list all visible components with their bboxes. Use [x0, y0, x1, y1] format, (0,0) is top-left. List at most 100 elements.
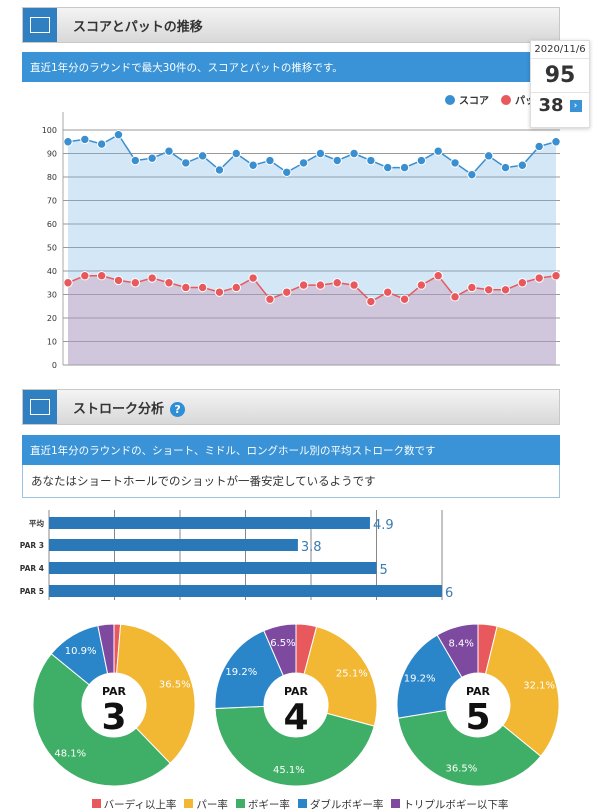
putt-point — [315, 280, 326, 290]
score-point — [399, 162, 410, 173]
section-title: スコアとパットの推移 — [73, 19, 203, 35]
putt-point — [147, 273, 157, 283]
bar-value-label: 5 — [380, 563, 388, 578]
legend-score[interactable]: スコア — [445, 92, 489, 107]
pie-slice — [97, 623, 115, 675]
bar — [49, 585, 442, 597]
bar — [49, 539, 298, 551]
y-tick-label: 50 — [47, 244, 57, 253]
putt-point — [113, 275, 124, 286]
score-point — [231, 148, 241, 159]
pie-slice — [32, 653, 171, 787]
putt-point — [130, 278, 141, 288]
score-point — [500, 162, 511, 173]
y-tick-label: 60 — [47, 220, 57, 229]
pie-slice — [397, 709, 542, 787]
pie-slice — [263, 623, 297, 677]
series-area-0 — [68, 134, 556, 365]
score-point — [315, 148, 326, 159]
tooltip-score: 95 — [531, 59, 589, 93]
putt-point — [500, 285, 511, 295]
pie-slice-label: 25.1% — [336, 669, 368, 680]
score-point — [265, 155, 275, 166]
score-point — [282, 167, 292, 178]
legend-par[interactable]: パー率 — [184, 797, 228, 812]
pie-slice-label: 32.1% — [523, 680, 555, 691]
pie-slice — [303, 626, 378, 727]
legend-birdie[interactable]: バーディ以上率 — [91, 797, 176, 812]
pie-slice-label: 19.2% — [225, 667, 257, 678]
score-point — [63, 137, 73, 147]
pie-center-number: 5 — [465, 697, 490, 738]
bar-value-label: 3.8 — [301, 540, 322, 555]
putt-point — [164, 278, 174, 288]
y-tick-label: 100 — [42, 126, 57, 135]
section-header-score-trend: スコアとパットの推移 — [22, 7, 560, 43]
chart-tooltip: 2020/11/6 95 38 › — [530, 40, 590, 128]
bar-category-label: PAR 4 — [20, 564, 44, 573]
score-point — [517, 160, 528, 170]
putt-point — [450, 292, 460, 302]
bar-category-label: PAR 5 — [20, 587, 44, 596]
putt-point — [231, 282, 241, 293]
pie-center-number: 4 — [283, 697, 308, 738]
pie-slice-label: 48.1% — [54, 748, 86, 759]
pie-center-par: PAR — [284, 685, 309, 698]
putt-point — [181, 282, 191, 293]
pie-slice — [484, 625, 560, 757]
score-point — [147, 153, 157, 163]
putt-point — [332, 278, 342, 288]
putt-point — [517, 278, 528, 288]
putt-point — [96, 271, 107, 281]
bar — [49, 517, 370, 529]
section-header-stroke-analysis: ストローク分析? — [22, 389, 560, 425]
putt-point — [63, 278, 73, 288]
putt-point — [214, 287, 225, 297]
putt-point — [534, 273, 544, 283]
putt-point — [483, 285, 494, 295]
score-point — [366, 155, 376, 166]
putt-point — [383, 287, 393, 297]
pie-slice — [116, 623, 196, 765]
putt-point — [282, 287, 292, 297]
putt-point — [551, 271, 561, 281]
putt-point — [80, 271, 90, 281]
putt-point — [416, 280, 427, 290]
score-point — [197, 151, 208, 161]
legend-bogey[interactable]: ボギー率 — [235, 797, 290, 812]
putt-point — [265, 294, 275, 304]
pie-center-par: PAR — [466, 685, 491, 698]
score-point — [534, 141, 544, 152]
putt-point — [433, 271, 443, 281]
pie-slice-label: 8.4% — [448, 639, 473, 650]
help-icon[interactable]: ? — [170, 401, 186, 417]
score-point — [96, 139, 107, 149]
pie-slice-label: 6.5% — [270, 638, 295, 649]
section-title: ストローク分析? — [73, 398, 186, 417]
pie-slice — [214, 630, 284, 710]
pie-slice — [396, 634, 463, 719]
y-tick-label: 70 — [47, 197, 57, 206]
putt-point — [197, 282, 208, 293]
score-point — [467, 169, 477, 180]
putt-point — [467, 282, 477, 293]
analysis-note: あなたはショートホールでのショットが一番安定しているようです — [22, 465, 560, 498]
pie-slice-label: 19.2% — [404, 674, 436, 685]
score-point — [214, 165, 225, 175]
line-chart-icon — [23, 8, 57, 42]
putt-point — [399, 294, 410, 304]
score-point — [483, 151, 494, 161]
legend-double-bogey[interactable]: ダブルボギー率 — [297, 797, 383, 812]
tooltip-putt: 38 — [538, 95, 564, 116]
stroke-bar-chart: 平均 4.9 PAR 3 3.8 PAR 4 5 PAR 5 6 — [20, 510, 453, 601]
y-tick-label: 80 — [47, 173, 57, 182]
legend-triple-bogey[interactable]: トリプルボギー以下率 — [391, 797, 508, 812]
score-point — [416, 155, 427, 166]
putt-point — [366, 296, 376, 307]
pie-legend: バーディ以上率 パー率 ボギー率 ダブルボギー率 トリプルボギー以下率 — [0, 797, 600, 812]
chevron-right-icon[interactable]: › — [569, 99, 582, 112]
score-point — [248, 160, 258, 170]
y-tick-label: 20 — [47, 314, 57, 323]
y-tick-label: 90 — [47, 150, 57, 159]
score-point — [80, 134, 90, 145]
